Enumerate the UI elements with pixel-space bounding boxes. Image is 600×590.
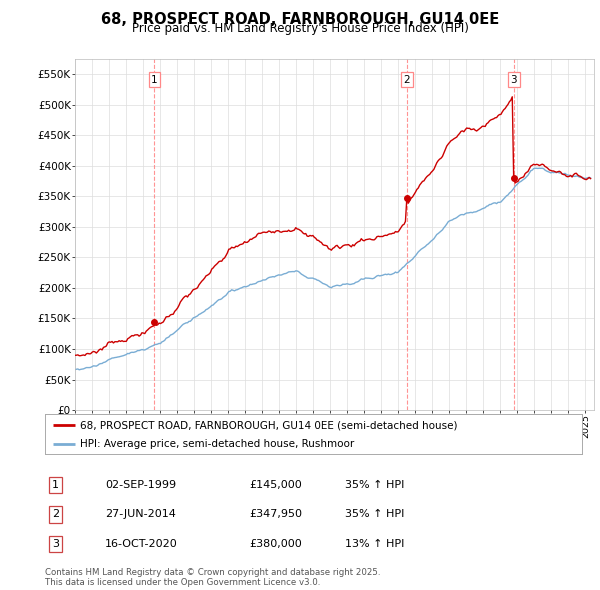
Text: 13% ↑ HPI: 13% ↑ HPI [345, 539, 404, 549]
Text: 3: 3 [52, 539, 59, 549]
Text: 16-OCT-2020: 16-OCT-2020 [105, 539, 178, 549]
Text: 1: 1 [151, 75, 158, 85]
Text: 27-JUN-2014: 27-JUN-2014 [105, 510, 176, 519]
Text: 2: 2 [52, 510, 59, 519]
Text: 35% ↑ HPI: 35% ↑ HPI [345, 480, 404, 490]
Text: 35% ↑ HPI: 35% ↑ HPI [345, 510, 404, 519]
Text: £145,000: £145,000 [249, 480, 302, 490]
Text: £347,950: £347,950 [249, 510, 302, 519]
Text: 3: 3 [511, 75, 517, 85]
Text: HPI: Average price, semi-detached house, Rushmoor: HPI: Average price, semi-detached house,… [80, 440, 354, 449]
Text: 1: 1 [52, 480, 59, 490]
Text: 68, PROSPECT ROAD, FARNBOROUGH, GU14 0EE: 68, PROSPECT ROAD, FARNBOROUGH, GU14 0EE [101, 12, 499, 27]
Text: £380,000: £380,000 [249, 539, 302, 549]
Text: 02-SEP-1999: 02-SEP-1999 [105, 480, 176, 490]
Text: 2: 2 [403, 75, 410, 85]
Text: Price paid vs. HM Land Registry's House Price Index (HPI): Price paid vs. HM Land Registry's House … [131, 22, 469, 35]
Text: 68, PROSPECT ROAD, FARNBOROUGH, GU14 0EE (semi-detached house): 68, PROSPECT ROAD, FARNBOROUGH, GU14 0EE… [80, 421, 457, 431]
Text: Contains HM Land Registry data © Crown copyright and database right 2025.
This d: Contains HM Land Registry data © Crown c… [45, 568, 380, 587]
